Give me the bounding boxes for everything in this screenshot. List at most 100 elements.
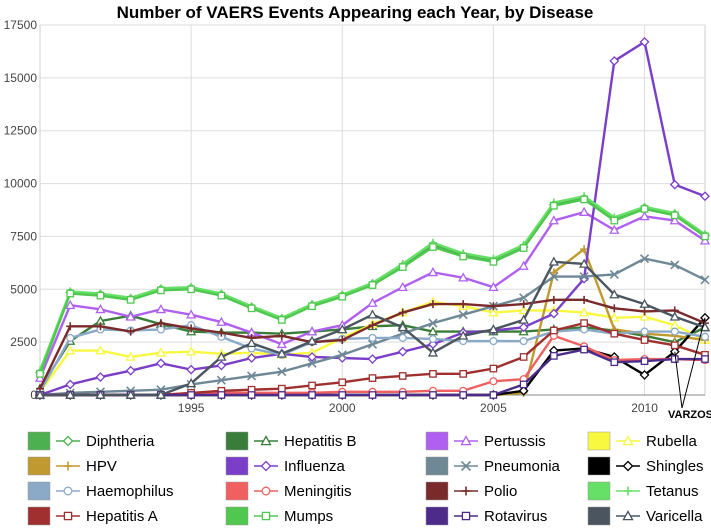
data-point-varicella bbox=[65, 389, 76, 399]
legend-item-hepatitis-a: Hepatitis A bbox=[27, 506, 158, 526]
data-point-influenza bbox=[125, 365, 136, 376]
data-point-hpv bbox=[549, 268, 558, 277]
data-point-hepatitis-a bbox=[519, 353, 528, 361]
legend-item-pneumonia: Pneumonia bbox=[425, 456, 561, 476]
legend-label: Polio bbox=[484, 483, 517, 500]
legend-swatch bbox=[425, 456, 449, 476]
data-point-varicella bbox=[276, 348, 287, 358]
data-point-polio bbox=[580, 295, 589, 304]
data-point-polio bbox=[459, 300, 468, 309]
data-point-haemophilus bbox=[519, 337, 528, 346]
series-layer bbox=[34, 36, 711, 400]
data-point-varicella bbox=[155, 389, 167, 399]
legend-label: Diphtheria bbox=[86, 433, 155, 450]
data-point-varicella bbox=[306, 335, 318, 345]
data-point-hepatitis-a bbox=[429, 370, 437, 378]
legend-marker bbox=[261, 486, 271, 496]
data-point-pneumonia bbox=[670, 260, 680, 270]
data-point-varicella bbox=[639, 298, 650, 308]
data-point-pertussis bbox=[95, 304, 106, 314]
data-point-pertussis bbox=[639, 211, 650, 221]
data-point-rubella bbox=[65, 345, 76, 355]
data-point-mumps bbox=[157, 286, 165, 295]
legend-label: Pertussis bbox=[484, 433, 546, 450]
data-point-polio bbox=[187, 324, 196, 333]
legend-item-polio: Polio bbox=[425, 481, 517, 501]
series-pertussis bbox=[34, 206, 711, 382]
legend-marker bbox=[62, 435, 74, 447]
y-tick-label: 10000 bbox=[4, 177, 38, 191]
axes: 0 2500 5000 7500 10000 12500 15000 17500 1995 200… bbox=[4, 18, 705, 415]
data-point-mumps bbox=[640, 205, 649, 213]
data-point-rotavirus bbox=[187, 391, 195, 399]
data-point-shingles bbox=[639, 369, 650, 380]
data-point-influenza bbox=[397, 346, 408, 357]
data-point-varicella bbox=[397, 322, 408, 332]
data-point-pertussis bbox=[518, 260, 529, 270]
data-point-rotavirus bbox=[277, 391, 286, 399]
data-point-polio bbox=[610, 304, 619, 313]
data-point-influenza bbox=[609, 56, 620, 66]
data-point-pertussis bbox=[609, 224, 620, 234]
data-point-rubella bbox=[609, 312, 620, 322]
data-point-mumps bbox=[610, 216, 619, 225]
data-point-pneumonia bbox=[337, 350, 347, 360]
data-point-mumps bbox=[489, 257, 498, 266]
data-point-mumps bbox=[519, 244, 528, 252]
data-point-rotavirus bbox=[217, 391, 226, 399]
data-point-influenza bbox=[367, 354, 378, 364]
data-point-polio bbox=[640, 307, 649, 316]
legend-label: Varicella bbox=[646, 508, 703, 525]
data-point-hepatitis-b bbox=[427, 326, 439, 336]
data-point-pertussis bbox=[306, 326, 318, 336]
data-point-rotavirus bbox=[519, 380, 528, 389]
data-point-pneumonia bbox=[247, 371, 257, 381]
x-tick-label: 1995 bbox=[178, 401, 205, 415]
data-point-influenza bbox=[155, 358, 166, 369]
data-point-hepatitis-a bbox=[368, 374, 377, 382]
data-point-rubella bbox=[518, 305, 529, 315]
legend-item-shingles: Shingles bbox=[587, 456, 704, 476]
data-point-pertussis bbox=[488, 281, 499, 292]
data-point-polio bbox=[398, 308, 407, 317]
data-point-shingles bbox=[518, 385, 529, 396]
data-point-rotavirus bbox=[670, 355, 679, 363]
data-point-mumps bbox=[96, 291, 105, 300]
chart-title: Number of VAERS Events Appearing each Ye… bbox=[117, 3, 594, 22]
data-point-varicella bbox=[125, 389, 136, 399]
legend-marker bbox=[63, 461, 73, 471]
data-point-rubella bbox=[186, 346, 197, 356]
annotation-arrow-1 bbox=[681, 317, 706, 409]
y-tick-label: 5000 bbox=[10, 282, 37, 296]
data-point-mumps bbox=[66, 289, 75, 298]
legend-swatch bbox=[587, 456, 611, 476]
legend-label: Haemophilus bbox=[86, 483, 174, 500]
annotation-varzos: VARZOS bbox=[668, 409, 711, 421]
data-point-rotavirus bbox=[459, 391, 468, 399]
data-point-influenza bbox=[669, 179, 680, 190]
legend-marker bbox=[623, 486, 633, 496]
y-tick-label: 12500 bbox=[4, 124, 38, 138]
data-point-rubella bbox=[95, 345, 106, 355]
data-point-pneumonia bbox=[307, 358, 317, 368]
legend-swatch bbox=[587, 481, 611, 501]
data-point-pertussis bbox=[427, 267, 439, 277]
data-point-hepatitis-a bbox=[459, 370, 468, 378]
data-point-varicella bbox=[246, 337, 257, 348]
data-point-pertussis bbox=[397, 281, 408, 292]
legend-swatch bbox=[587, 431, 611, 451]
data-point-pneumonia bbox=[609, 269, 619, 280]
data-point-mumps bbox=[247, 304, 256, 313]
legend-item-influenza: Influenza bbox=[225, 456, 346, 476]
legend-marker bbox=[622, 510, 634, 521]
legend-label: Pneumonia bbox=[484, 458, 561, 475]
data-point-influenza bbox=[639, 36, 650, 47]
x-tick-label: 2005 bbox=[480, 401, 507, 415]
data-point-rotavirus bbox=[489, 391, 498, 399]
data-point-varicella bbox=[669, 311, 680, 321]
data-point-pneumonia bbox=[519, 293, 529, 303]
data-point-pneumonia bbox=[428, 318, 438, 328]
data-point-influenza bbox=[65, 379, 76, 390]
legend-item-diphtheria: Diphtheria bbox=[27, 431, 155, 451]
